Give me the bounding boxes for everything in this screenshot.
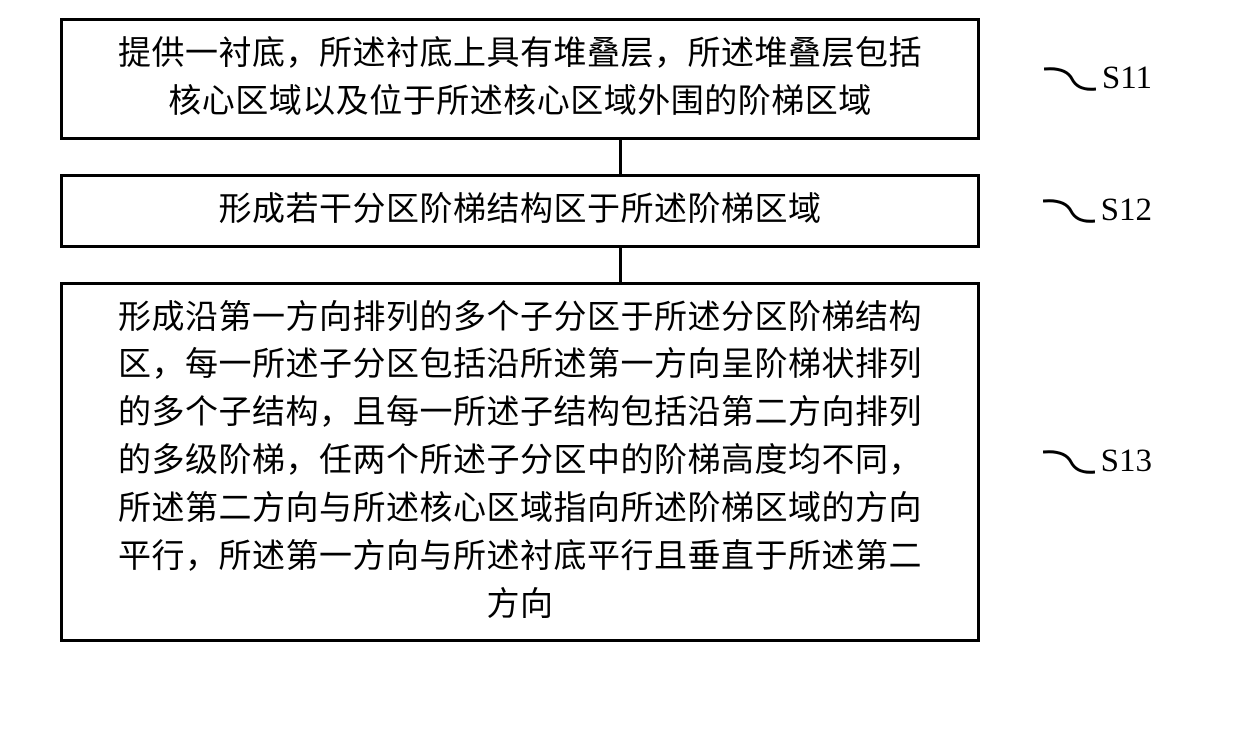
step-label-wrap: S11 bbox=[1044, 55, 1152, 103]
flowchart-container: 提供一衬底，所述衬底上具有堆叠层，所述堆叠层包括 核心区域以及位于所述核心区域外… bbox=[60, 18, 1180, 642]
label-connector-curve bbox=[1043, 187, 1095, 235]
step-text: 形成若干分区阶梯结构区于所述阶梯区域 bbox=[63, 177, 977, 245]
step-line: 所述第二方向与所述核心区域指向所述阶梯区域的方向 bbox=[118, 491, 922, 527]
flowchart-connector bbox=[619, 140, 622, 174]
flowchart-step-s12: 形成若干分区阶梯结构区于所述阶梯区域 S12 bbox=[60, 174, 980, 248]
step-label-wrap: S12 bbox=[1043, 187, 1152, 235]
label-connector-curve bbox=[1044, 55, 1096, 103]
flowchart-step-s13: 形成沿第一方向排列的多个子分区于所述分区阶梯结构 区，每一所述子分区包括沿所述第… bbox=[60, 282, 980, 643]
step-line: 平行，所述第一方向与所述衬底平行且垂直于所述第二 bbox=[118, 539, 922, 575]
step-label: S13 bbox=[1101, 443, 1152, 480]
flowchart-step-s11: 提供一衬底，所述衬底上具有堆叠层，所述堆叠层包括 核心区域以及位于所述核心区域外… bbox=[60, 18, 980, 140]
step-label: S11 bbox=[1102, 60, 1152, 97]
step-line: 的多个子结构，且每一所述子结构包括沿第二方向排列 bbox=[118, 395, 922, 431]
step-label: S12 bbox=[1101, 192, 1152, 229]
step-line: 方向 bbox=[487, 587, 554, 623]
step-label-wrap: S13 bbox=[1043, 438, 1152, 486]
step-line: 提供一衬底，所述衬底上具有堆叠层，所述堆叠层包括 bbox=[118, 36, 922, 72]
step-line: 形成若干分区阶梯结构区于所述阶梯区域 bbox=[219, 192, 822, 228]
label-connector-curve bbox=[1043, 438, 1095, 486]
step-line: 的多级阶梯，任两个所述子分区中的阶梯高度均不同， bbox=[118, 443, 922, 479]
step-line: 核心区域以及位于所述核心区域外围的阶梯区域 bbox=[168, 84, 872, 120]
flowchart-connector bbox=[619, 248, 622, 282]
step-text: 提供一衬底，所述衬底上具有堆叠层，所述堆叠层包括 核心区域以及位于所述核心区域外… bbox=[63, 21, 977, 137]
step-line: 区，每一所述子分区包括沿所述第一方向呈阶梯状排列 bbox=[118, 347, 922, 383]
step-line: 形成沿第一方向排列的多个子分区于所述分区阶梯结构 bbox=[118, 300, 922, 336]
step-text: 形成沿第一方向排列的多个子分区于所述分区阶梯结构 区，每一所述子分区包括沿所述第… bbox=[63, 285, 977, 640]
